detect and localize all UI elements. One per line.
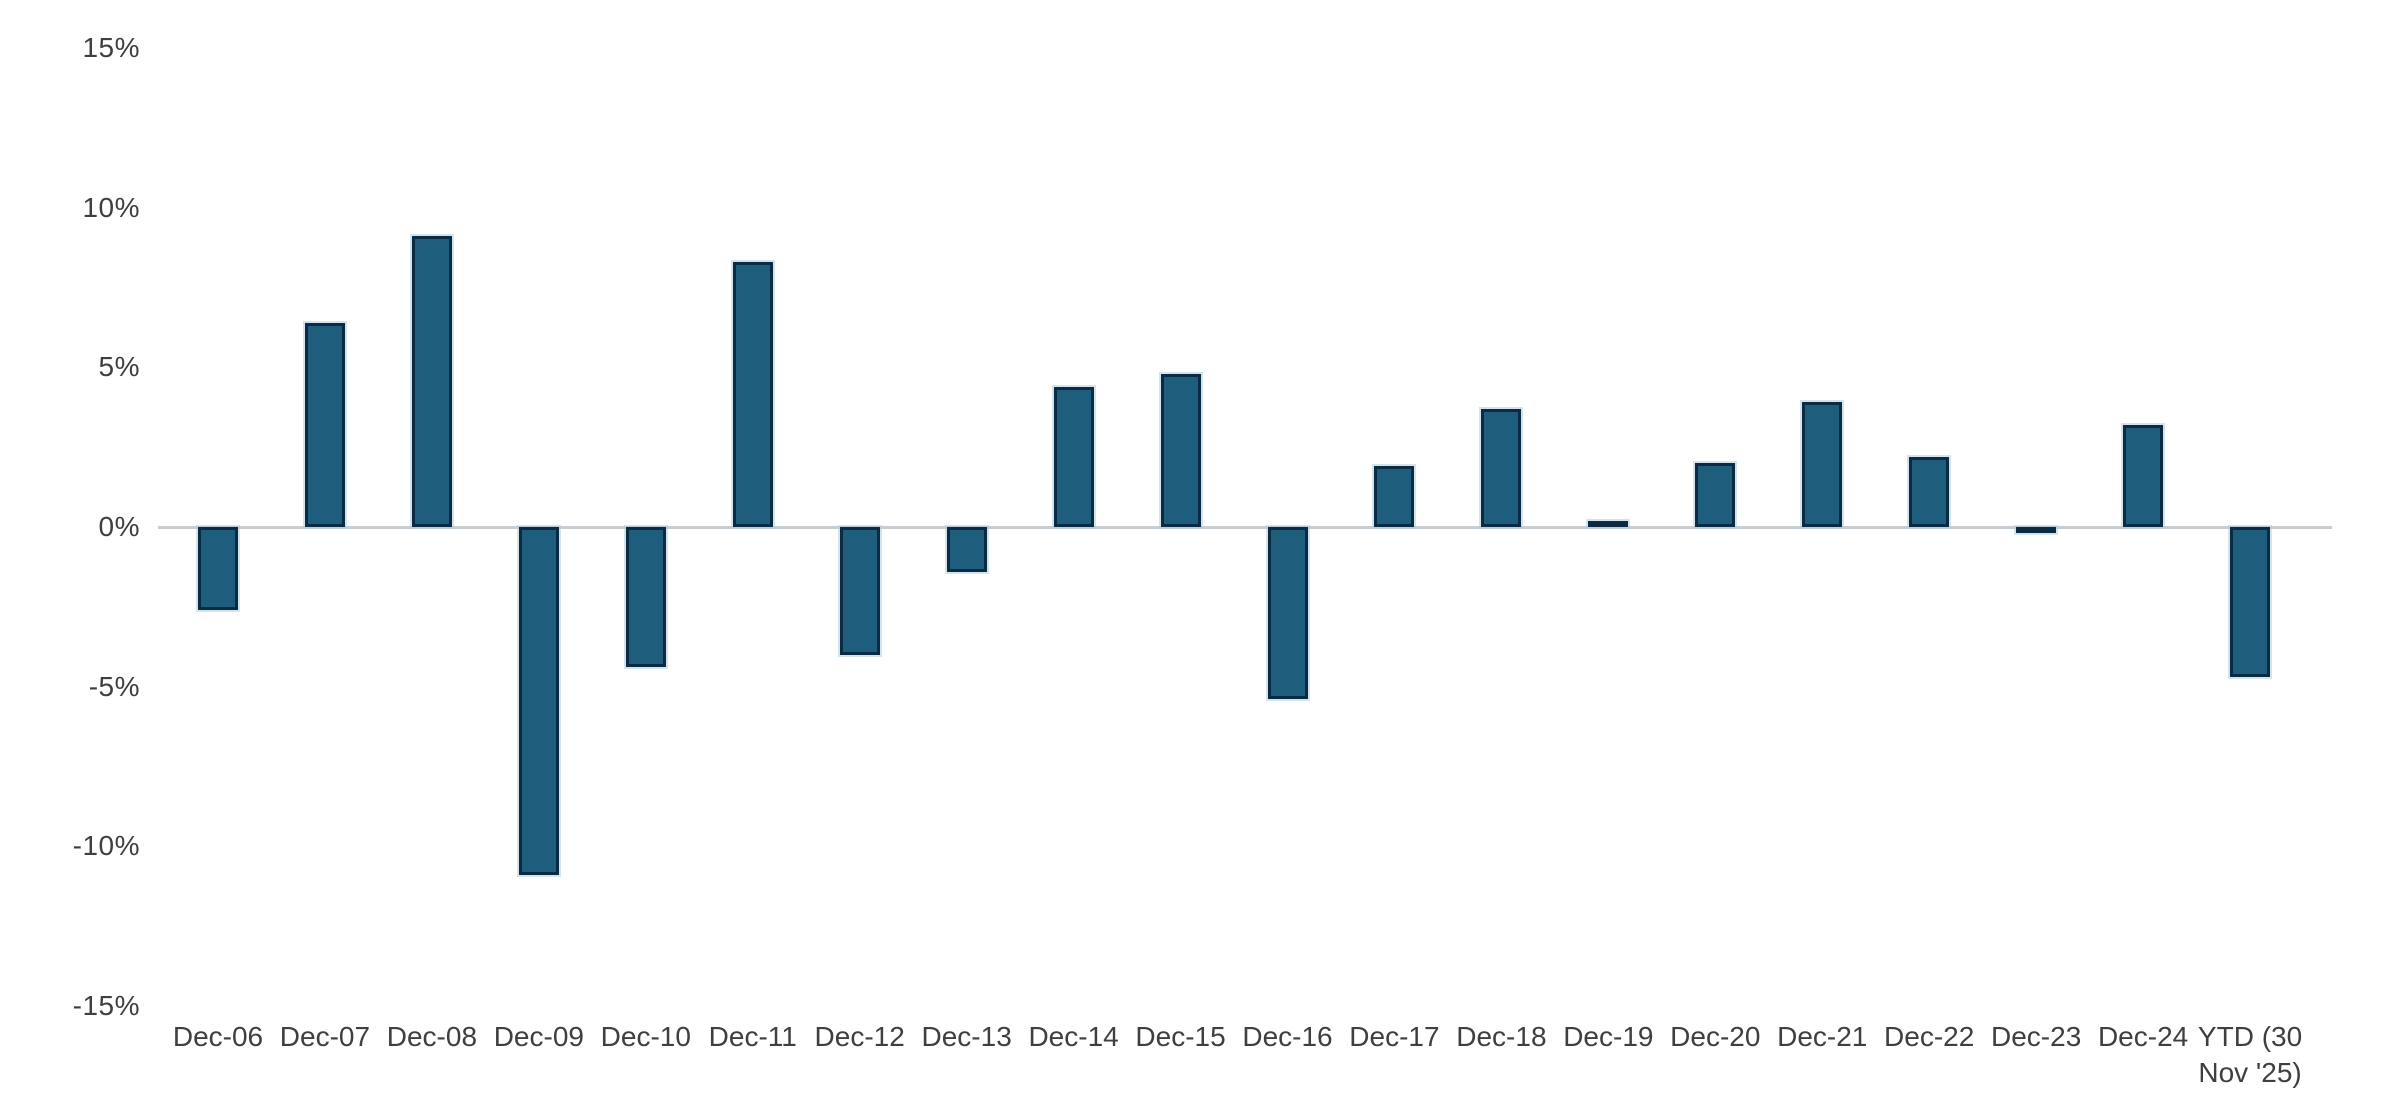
y-axis-tick-label: -15% — [72, 989, 140, 1021]
x-axis-label: Dec-09 — [493, 1021, 584, 1052]
x-axis-label: Dec-12 — [814, 1021, 905, 1052]
x-axis-label: Dec-10 — [600, 1021, 691, 1052]
x-axis-label: YTD (30 Nov '25) — [2197, 1021, 2303, 1088]
x-axis-label: Dec-06 — [172, 1021, 264, 1052]
y-axis-tick-label: 5% — [98, 351, 140, 383]
bar-Dec-22 — [1909, 456, 1950, 527]
x-axis-label: Dec-17 — [1349, 1021, 1440, 1052]
x-axis-label: Dec-08 — [386, 1021, 478, 1052]
x-axis-label: Dec-07 — [279, 1021, 371, 1052]
x-axis-label: Dec-18 — [1456, 1021, 1547, 1052]
bar-Dec-17 — [1374, 466, 1415, 527]
bar-Dec-09 — [518, 527, 559, 876]
zero-axis-line — [158, 526, 2332, 529]
x-axis-label: Dec-21 — [1777, 1021, 1868, 1052]
bar-Dec-11 — [732, 261, 773, 527]
y-axis-tick-label: -5% — [88, 670, 140, 702]
x-axis-label: Dec-19 — [1563, 1021, 1654, 1052]
bar-YTD-30-Nov-25 — [2230, 527, 2271, 678]
x-axis-label: Dec-15 — [1135, 1021, 1226, 1052]
x-axis-label: Dec-22 — [1884, 1021, 1975, 1052]
y-axis-tick-label: 0% — [98, 511, 140, 542]
bar-Dec-19 — [1588, 520, 1629, 527]
bar-Dec-24 — [2123, 424, 2164, 527]
bar-Dec-16 — [1267, 527, 1308, 700]
bar-Dec-18 — [1481, 408, 1522, 527]
bar-Dec-10 — [625, 527, 666, 668]
x-axis-label: Dec-14 — [1028, 1021, 1119, 1052]
bar-Dec-21 — [1802, 402, 1843, 527]
y-axis-tick-label: 15% — [82, 32, 140, 64]
bar-Dec-06 — [198, 527, 238, 611]
x-axis-label: Dec-11 — [708, 1021, 797, 1052]
bar-Dec-23 — [2016, 527, 2057, 534]
bar-Dec-12 — [839, 527, 880, 655]
x-axis-label: Dec-20 — [1670, 1021, 1761, 1052]
x-axis-label: Dec-23 — [1991, 1021, 2082, 1052]
bar-Dec-15 — [1160, 373, 1201, 527]
x-axis-label: Dec-16 — [1242, 1021, 1333, 1052]
x-axis-label: Dec-24 — [2097, 1021, 2189, 1052]
x-axis-label: Dec-13 — [921, 1021, 1012, 1052]
y-axis-tick-label: -10% — [72, 830, 140, 862]
y-axis-tick-label: 10% — [82, 191, 140, 223]
bar-Dec-14 — [1053, 386, 1094, 527]
bar-Dec-07 — [304, 322, 345, 527]
bar-Dec-20 — [1695, 463, 1736, 527]
bar-Dec-08 — [411, 236, 452, 527]
bar-Dec-13 — [946, 527, 987, 572]
